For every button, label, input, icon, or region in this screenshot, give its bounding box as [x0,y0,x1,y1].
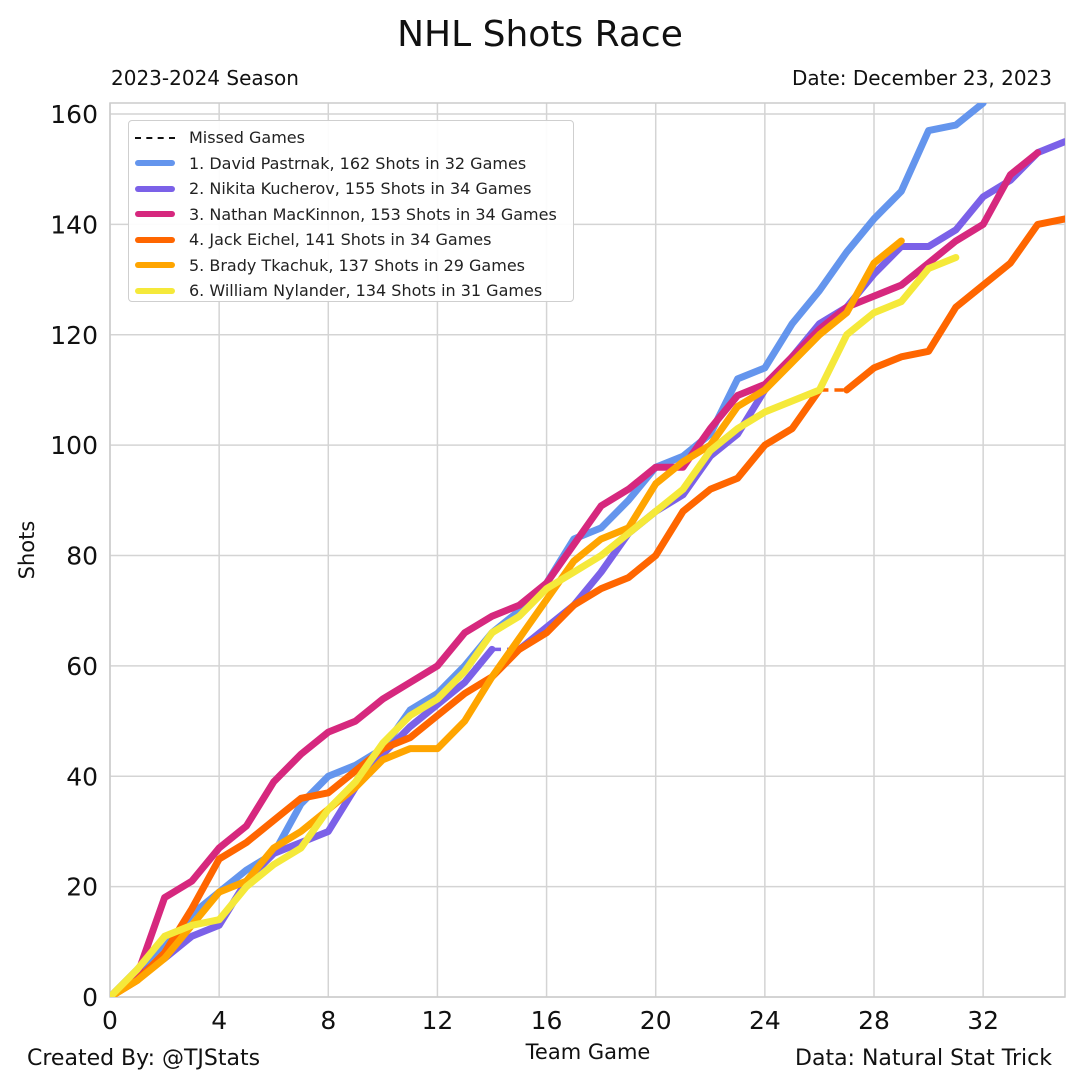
y-axis-ticks: 0 20 40 60 80 100 120 140 160 [50,100,98,1012]
legend: Missed Games 1. David Pastrnak, 162 Shot… [128,120,574,302]
x-tick-label: 0 [102,1006,118,1035]
x-tick-label: 4 [211,1006,227,1035]
y-axis-label: Shots [15,521,39,580]
series-line [110,237,905,997]
legend-swatch-icon [135,185,175,192]
dashed-line-icon [135,136,175,139]
y-tick-label: 140 [50,210,98,239]
series-line [843,215,1065,394]
legend-item: 4. Jack Eichel, 141 Shots in 34 Games [129,227,573,253]
plot-frame [109,102,1066,998]
legend-item: 1. David Pastrnak, 162 Shots in 32 Games [129,151,573,177]
series-group [110,103,1065,997]
y-tick-label: 80 [66,542,98,571]
season-label: 2023-2024 Season [111,66,299,90]
x-tick-label: 16 [531,1006,563,1035]
legend-label: Missed Games [189,128,305,148]
series-line [110,386,823,997]
legend-item: 3. Nathan MacKinnon, 153 Shots in 34 Gam… [129,202,573,228]
date-label: Date: December 23, 2023 [791,66,1052,90]
series-line [110,149,1042,997]
series-line [110,254,960,997]
y-tick-label: 160 [50,100,98,129]
y-tick-label: 60 [66,652,98,681]
legend-item-missed: Missed Games [129,125,573,151]
legend-item: 2. Nikita Kucherov, 155 Shots in 34 Game… [129,176,573,202]
x-tick-label: 28 [858,1006,890,1035]
x-tick-label: 8 [320,1006,336,1035]
legend-swatch-icon [135,160,175,167]
x-axis-label: Team Game [525,1040,651,1064]
legend-swatch-icon [135,262,175,269]
legend-label: 2. Nikita Kucherov, 155 Shots in 34 Game… [189,179,532,199]
credit-label: Created By: @TJStats [27,1046,261,1071]
y-tick-label: 0 [82,983,98,1012]
legend-label: 5. Brady Tkachuk, 137 Shots in 29 Games [189,255,525,275]
y-tick-label: 40 [66,762,98,791]
legend-swatch-icon [135,236,175,243]
y-tick-label: 100 [50,431,98,460]
y-tick-label: 20 [66,873,98,902]
x-tick-label: 12 [422,1006,454,1035]
source-label: Data: Natural Stat Trick [795,1046,1052,1071]
legend-item: 5. Brady Tkachuk, 137 Shots in 29 Games [129,253,573,279]
legend-label: 6. William Nylander, 134 Shots in 31 Gam… [189,281,543,301]
legend-label: 1. David Pastrnak, 162 Shots in 32 Games [189,153,527,173]
x-tick-label: 20 [640,1006,672,1035]
legend-item: 6. William Nylander, 134 Shots in 31 Gam… [129,278,573,304]
legend-swatch-icon [135,211,175,218]
legend-label: 3. Nathan MacKinnon, 153 Shots in 34 Gam… [189,204,557,224]
chart-title: NHL Shots Race [397,14,683,55]
legend-swatch-icon [135,287,175,294]
x-tick-label: 32 [967,1006,999,1035]
x-tick-label: 24 [749,1006,781,1035]
x-axis-ticks: 0 4 8 12 16 20 24 28 32 [102,1006,999,1035]
y-tick-label: 120 [50,321,98,350]
legend-label: 4. Jack Eichel, 141 Shots in 34 Games [189,230,492,250]
